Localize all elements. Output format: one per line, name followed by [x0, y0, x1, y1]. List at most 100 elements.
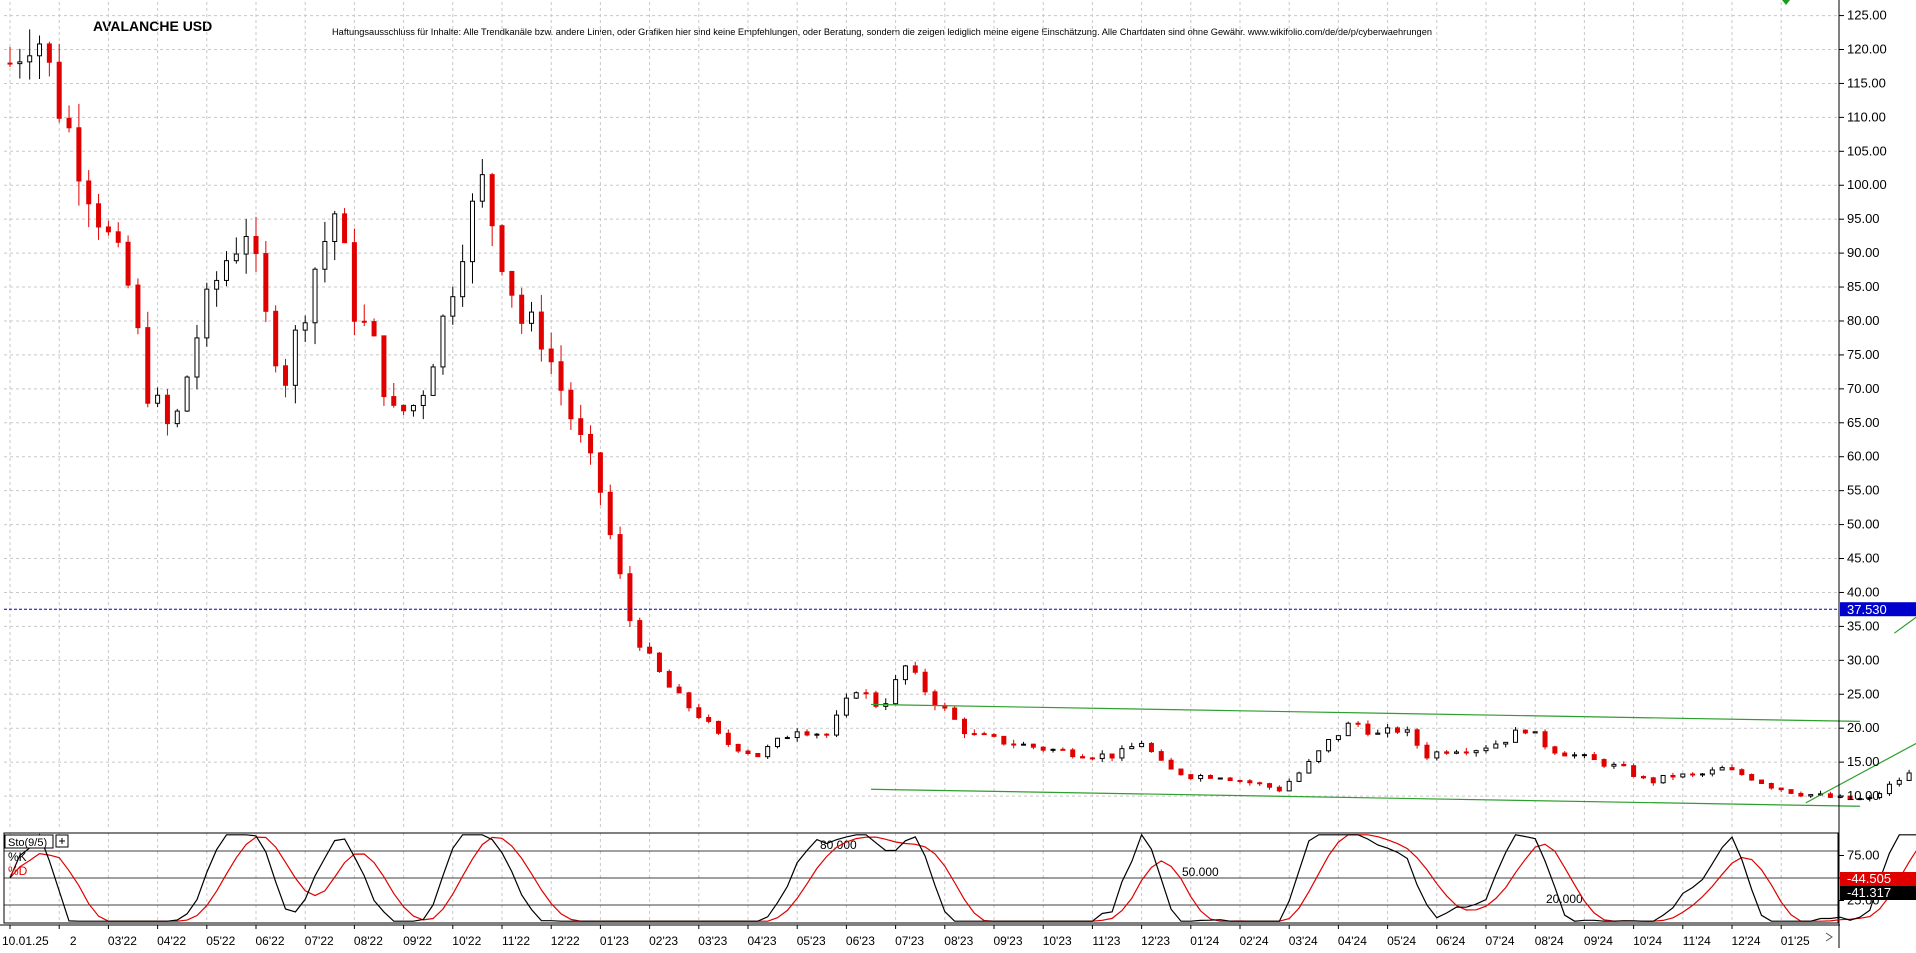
- x-axis: 10.01.25 2 03'22 04'22 05'22 06'22 07'22 08'22 0…: [0, 924, 1840, 948]
- x-tick-label: 01'23: [600, 934, 629, 948]
- price-grid: [4, 2, 1838, 923]
- candle: [1011, 739, 1017, 749]
- candle: [1424, 742, 1430, 761]
- x-tick-label: 04'23: [748, 934, 777, 948]
- candle: [361, 304, 367, 327]
- candle: [263, 241, 269, 323]
- price-tick-label: 35.00: [1847, 618, 1880, 633]
- candle: [1591, 752, 1597, 761]
- sto-d-line: [9, 834, 1916, 922]
- candle: [1473, 749, 1479, 757]
- candle: [686, 691, 692, 712]
- candle: [1808, 794, 1814, 798]
- candle: [1089, 756, 1095, 761]
- candle: [1896, 777, 1902, 787]
- x-tick-label: 10'22: [452, 934, 481, 948]
- x-tick-label: 03'22: [108, 934, 137, 948]
- candle: [1660, 774, 1666, 784]
- candle: [1326, 739, 1332, 753]
- candle: [558, 345, 564, 406]
- candle: [1650, 776, 1656, 786]
- price-tick-label: 85.00: [1847, 279, 1880, 294]
- price-tick-label: 70.00: [1847, 381, 1880, 396]
- sto-k-line: [9, 833, 1916, 922]
- candle: [489, 172, 495, 247]
- candle: [391, 382, 397, 408]
- x-tick-label: 11'22: [502, 934, 530, 948]
- candle: [971, 729, 977, 736]
- price-tick-label: 125.00: [1847, 8, 1887, 23]
- x-tick-label: 03'24: [1289, 934, 1318, 948]
- price-tick-label: 65.00: [1847, 415, 1880, 430]
- triangle-bottom-line: [870, 788, 1860, 807]
- x-tick-label: 12'23: [1141, 934, 1170, 948]
- price-tick-label: 120.00: [1847, 42, 1887, 57]
- candle: [647, 642, 653, 655]
- indicator-expand-icon[interactable]: [55, 834, 69, 848]
- candle: [1463, 747, 1469, 756]
- current-price-badge: [1840, 602, 1916, 617]
- candle: [1335, 735, 1341, 742]
- candle: [1227, 776, 1233, 781]
- candle: [401, 404, 407, 416]
- candle: [1552, 745, 1558, 755]
- scroll-right-icon[interactable]: [1825, 932, 1833, 942]
- price-tick-label: 90.00: [1847, 245, 1880, 260]
- candle: [637, 617, 643, 651]
- x-tick-label: 04'24: [1338, 934, 1367, 948]
- candle: [135, 278, 141, 335]
- sto-k-value: -44.505: [1847, 871, 1891, 886]
- candle: [607, 484, 613, 540]
- candle: [1168, 757, 1174, 770]
- candle: [902, 664, 908, 685]
- candle: [1768, 782, 1774, 790]
- candle: [1188, 773, 1194, 781]
- candle: [86, 170, 92, 228]
- candle: [105, 220, 111, 236]
- candle: [863, 689, 869, 699]
- indicator-badge-frame: [4, 834, 54, 849]
- candle: [253, 216, 259, 272]
- candle: [371, 318, 377, 337]
- lower-channel-line: [1805, 742, 1916, 804]
- legend-k: %K: [8, 850, 27, 864]
- candle: [381, 335, 387, 406]
- price-tick-label: 55.00: [1847, 483, 1880, 498]
- candle: [784, 735, 790, 740]
- price-tick-label: 15.00: [1847, 754, 1880, 769]
- candle: [1434, 750, 1440, 761]
- candle: [725, 729, 731, 747]
- candle: [912, 661, 918, 675]
- price-tick-label: 100.00: [1847, 177, 1887, 192]
- price-tick-label: 50.00: [1847, 517, 1880, 532]
- price-tick-label: 60.00: [1847, 449, 1880, 464]
- x-tick-label: 05'23: [797, 934, 826, 948]
- candle: [420, 390, 426, 420]
- x-tick-label: 09'24: [1584, 934, 1613, 948]
- candle: [745, 749, 751, 756]
- price-tick-label: 20.00: [1847, 720, 1880, 735]
- candle: [164, 388, 170, 436]
- candle: [656, 651, 662, 673]
- candle: [804, 729, 810, 737]
- candle: [588, 425, 594, 465]
- x-tick-label: 05'22: [206, 934, 235, 948]
- candle: [519, 287, 525, 334]
- candle: [1778, 787, 1784, 792]
- candle: [824, 733, 830, 738]
- candle: [430, 363, 436, 396]
- candle: [1503, 741, 1509, 748]
- candle: [1060, 747, 1066, 751]
- candle: [1247, 779, 1253, 786]
- candle: [1798, 791, 1804, 798]
- candle: [1375, 729, 1381, 735]
- candle: [125, 235, 131, 289]
- candle: [37, 35, 43, 80]
- candle: [1050, 748, 1056, 753]
- candle: [233, 237, 239, 264]
- price-tick-label: 25.00: [1847, 686, 1880, 701]
- sto-level-label: 20.000: [1546, 892, 1583, 906]
- candle: [322, 221, 328, 283]
- candle: [7, 46, 13, 67]
